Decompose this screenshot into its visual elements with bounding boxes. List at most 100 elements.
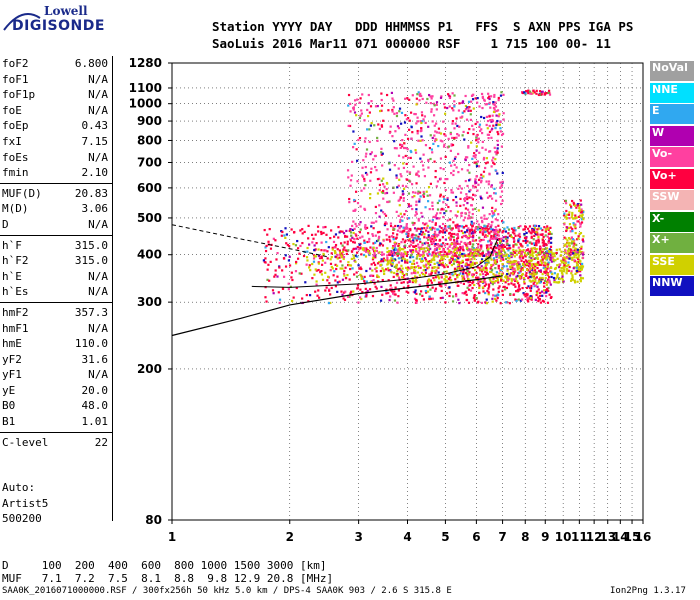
echo-point [446, 247, 449, 250]
echo-point [383, 222, 387, 225]
echo-point [329, 262, 333, 265]
x-tick-label: 10 [555, 530, 572, 544]
echo-point [506, 273, 509, 276]
echo-point [468, 273, 471, 276]
echo-point [566, 213, 569, 216]
echo-point [346, 273, 349, 277]
echo-point [337, 236, 340, 239]
echo-point [324, 249, 327, 252]
echo-point [471, 208, 475, 211]
echo-point [571, 258, 574, 261]
echo-point [430, 235, 434, 238]
echo-point [322, 252, 325, 256]
echo-point [479, 252, 482, 256]
echo-point [534, 279, 537, 282]
echo-point [288, 244, 291, 248]
param-key: B0 [2, 399, 16, 413]
echo-point [469, 265, 472, 268]
echo-point [525, 237, 528, 240]
echo-point [491, 253, 495, 257]
echo-point [397, 127, 401, 130]
echo-point [569, 238, 572, 241]
echo-point [465, 298, 468, 302]
echo-point [490, 185, 493, 188]
echo-point [430, 97, 433, 100]
echo-point [405, 232, 408, 235]
x-tick-label: 2 [286, 530, 294, 544]
echo-point [397, 268, 400, 271]
echo-point [490, 234, 493, 238]
echo-point [513, 267, 516, 270]
echo-point [346, 240, 349, 243]
echo-point [445, 229, 448, 232]
echo-point [531, 228, 534, 232]
echo-point [422, 253, 425, 256]
echo-point [564, 215, 567, 218]
echo-point [518, 263, 521, 266]
echo-point [498, 251, 501, 254]
echo-point [517, 246, 520, 249]
echo-point [500, 273, 504, 276]
echo-point [461, 261, 465, 264]
echo-point [366, 114, 370, 118]
echo-point [576, 248, 579, 251]
echo-point [460, 212, 463, 215]
echo-point [378, 177, 381, 180]
echo-point [507, 249, 510, 252]
echo-point [381, 251, 384, 254]
echo-point [335, 264, 339, 267]
echo-point [370, 263, 373, 266]
echo-point [558, 278, 561, 281]
echo-point [502, 230, 505, 233]
echo-point [451, 258, 455, 261]
echo-point [417, 139, 420, 142]
echo-point [548, 293, 551, 296]
echo-point [344, 249, 347, 252]
echo-point [466, 184, 469, 188]
echo-point [471, 261, 474, 264]
echo-point [368, 197, 372, 200]
echo-point [458, 225, 461, 228]
echo-point [449, 276, 452, 279]
echo-point [418, 238, 422, 241]
echo-point [415, 257, 418, 260]
legend-item-vo: Vo+ [650, 168, 694, 189]
echo-point [565, 228, 568, 231]
echo-point [461, 101, 465, 104]
echo-point [404, 252, 407, 255]
echo-point [363, 187, 366, 190]
echo-point [544, 230, 547, 233]
echo-point [507, 228, 511, 231]
echo-point [516, 274, 519, 278]
echo-point [488, 173, 491, 176]
logo-line2: DIGISONDE [12, 18, 105, 34]
echo-point [565, 267, 568, 271]
echo-point [460, 267, 463, 270]
echo-point [466, 201, 469, 205]
echo-point [403, 121, 407, 124]
echo-point [549, 253, 552, 257]
echo-point [443, 106, 447, 109]
echo-point [485, 191, 489, 194]
parameter-panel: foF2 6.800 foF1 N/A foF1p N/A foE N/A foEp 0.43 fx… [0, 56, 112, 450]
echo-point [457, 109, 461, 112]
echo-point [575, 216, 578, 219]
echo-point [492, 237, 496, 240]
echo-point [382, 119, 385, 122]
echo-point [459, 204, 462, 207]
x-tick-label: 1 [168, 530, 176, 544]
echo-point [456, 274, 459, 277]
echo-point [288, 264, 292, 267]
echo-point [493, 274, 496, 278]
echo-point [507, 283, 510, 286]
echo-point [480, 128, 483, 131]
echo-point [389, 261, 392, 264]
echo-point [463, 231, 467, 234]
echo-point [373, 263, 377, 266]
echo-point [531, 247, 534, 250]
echo-point [393, 244, 397, 247]
echo-point [424, 144, 428, 147]
echo-point [532, 228, 535, 231]
echo-point [575, 256, 579, 259]
echo-point [427, 278, 431, 281]
